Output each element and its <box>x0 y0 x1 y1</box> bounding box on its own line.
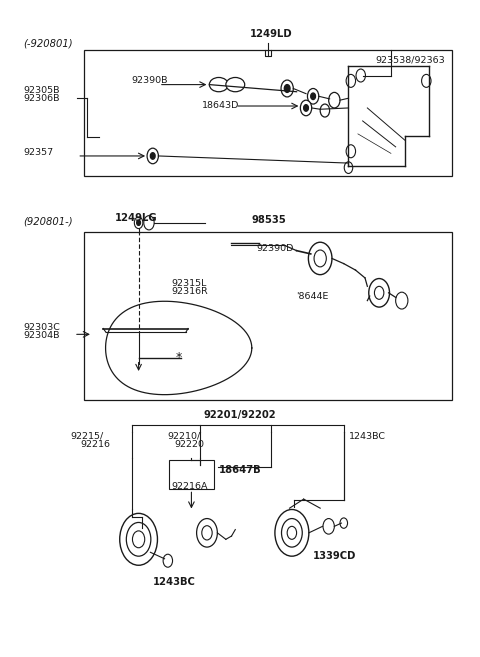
Circle shape <box>356 69 365 82</box>
Circle shape <box>126 522 151 556</box>
Bar <box>84 233 452 400</box>
Circle shape <box>304 104 308 111</box>
Ellipse shape <box>226 78 245 92</box>
Circle shape <box>369 279 389 307</box>
Text: 923538/92363: 923538/92363 <box>375 56 445 64</box>
Text: 92210/: 92210/ <box>167 432 200 441</box>
Circle shape <box>323 518 335 534</box>
Circle shape <box>346 145 356 158</box>
Circle shape <box>340 518 348 528</box>
Circle shape <box>281 80 293 97</box>
Bar <box>84 49 452 176</box>
Circle shape <box>150 152 155 159</box>
Text: 1249LG: 1249LG <box>115 214 157 223</box>
Text: 92390D: 92390D <box>256 244 294 254</box>
Text: 92201/92202: 92201/92202 <box>204 410 276 420</box>
Text: 1243BC: 1243BC <box>153 577 195 587</box>
Circle shape <box>284 85 290 93</box>
Circle shape <box>137 220 141 225</box>
Text: 1249LD: 1249LD <box>249 29 292 39</box>
Text: 92304B: 92304B <box>23 331 60 340</box>
Circle shape <box>197 518 217 547</box>
Text: 92316R: 92316R <box>172 287 208 296</box>
Bar <box>169 459 214 489</box>
Circle shape <box>202 526 212 540</box>
Text: 1339CD: 1339CD <box>313 551 357 561</box>
Text: 92357: 92357 <box>23 148 53 156</box>
Text: 18643D: 18643D <box>202 101 240 110</box>
Text: 98535: 98535 <box>252 215 287 225</box>
Circle shape <box>308 89 319 104</box>
Text: 92216: 92216 <box>80 440 110 449</box>
Circle shape <box>132 531 145 548</box>
Circle shape <box>314 250 326 267</box>
Circle shape <box>346 74 356 87</box>
Circle shape <box>344 162 353 173</box>
Circle shape <box>396 292 408 309</box>
Circle shape <box>300 100 312 116</box>
Circle shape <box>320 104 330 117</box>
Text: 92315L: 92315L <box>172 279 207 288</box>
Text: 92306B: 92306B <box>23 95 60 103</box>
Circle shape <box>374 286 384 300</box>
Circle shape <box>147 148 158 164</box>
Text: '8644E: '8644E <box>297 292 329 302</box>
Text: 18647B: 18647B <box>219 464 262 474</box>
Text: 1243BC: 1243BC <box>348 432 385 441</box>
Text: 92215/: 92215/ <box>70 432 103 441</box>
Circle shape <box>421 74 431 87</box>
Text: 92220: 92220 <box>174 440 204 449</box>
Text: (920801-): (920801-) <box>23 217 72 227</box>
Text: 92216A: 92216A <box>172 482 208 491</box>
Circle shape <box>163 555 172 567</box>
Circle shape <box>308 242 332 275</box>
Text: *: * <box>176 351 182 364</box>
Ellipse shape <box>209 78 228 92</box>
Circle shape <box>134 217 143 229</box>
Circle shape <box>281 518 302 547</box>
Circle shape <box>275 509 309 556</box>
Text: 92305B: 92305B <box>23 86 60 95</box>
Text: 92390B: 92390B <box>132 76 168 85</box>
Circle shape <box>311 93 315 99</box>
Text: 92303C: 92303C <box>23 323 60 332</box>
Circle shape <box>287 526 297 539</box>
Circle shape <box>329 93 340 108</box>
Circle shape <box>120 513 157 565</box>
Text: (-920801): (-920801) <box>23 38 72 49</box>
Circle shape <box>144 215 154 230</box>
